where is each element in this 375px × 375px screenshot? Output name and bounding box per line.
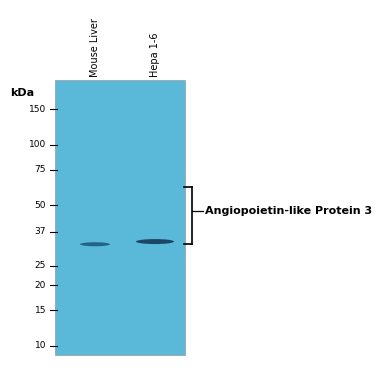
Bar [55,80,185,355]
Ellipse shape [80,242,110,246]
Text: 50: 50 [34,201,46,210]
Text: 150: 150 [29,105,46,114]
Text: Angiopoietin-like Protein 3: Angiopoietin-like Protein 3 [205,206,372,216]
Text: Mouse Liver: Mouse Liver [90,18,100,77]
Text: 15: 15 [34,306,46,315]
Text: 25: 25 [34,261,46,270]
Text: 75: 75 [34,165,46,174]
Text: 100: 100 [29,140,46,149]
Text: kDa: kDa [10,88,34,98]
Text: 37: 37 [34,227,46,236]
Text: 20: 20 [34,281,46,290]
Text: Hepa 1-6: Hepa 1-6 [150,33,160,77]
Text: 10: 10 [34,341,46,350]
Ellipse shape [136,239,174,244]
